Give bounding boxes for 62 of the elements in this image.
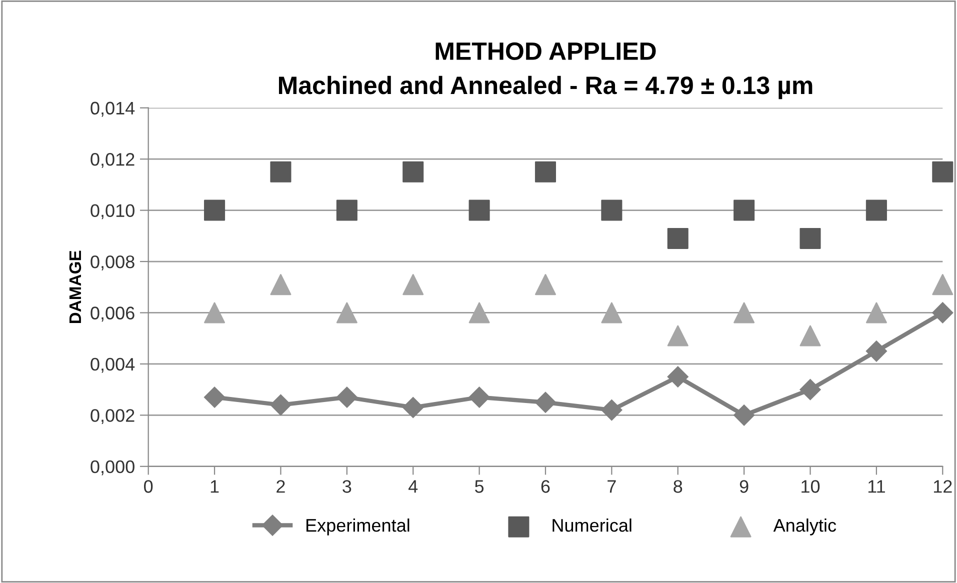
x-tick-label: 2 (276, 480, 285, 493)
point (667, 325, 688, 346)
point (601, 302, 622, 324)
point (270, 274, 292, 296)
y-tick-label: 0,000 (90, 460, 134, 476)
point (734, 404, 755, 426)
point (534, 392, 556, 413)
point (667, 228, 688, 249)
point (734, 302, 755, 324)
point (734, 200, 755, 221)
legend-label: Analytic (773, 518, 836, 536)
x-tick-label: 4 (408, 480, 418, 493)
x-tick-label: 12 (934, 480, 952, 493)
x-tick-label: 0 (144, 480, 153, 493)
point (336, 386, 358, 408)
point (204, 200, 226, 221)
point (402, 274, 424, 296)
point (534, 161, 556, 182)
y-tick-label: 0,008 (90, 255, 134, 270)
point (336, 200, 358, 221)
point (270, 394, 292, 416)
point (468, 302, 490, 324)
point (800, 325, 821, 346)
y-tick-label: 0,010 (90, 204, 134, 220)
point (402, 161, 424, 182)
x-tick-label: 3 (342, 480, 352, 493)
x-tick-label: 8 (674, 480, 682, 493)
legend-label: Numerical (552, 518, 632, 532)
legend-label: Experimental (306, 518, 410, 536)
y-tick-label: 0,014 (90, 102, 135, 117)
point (866, 200, 887, 221)
point (336, 302, 358, 324)
point (534, 274, 556, 296)
y-tick-label: 0,006 (90, 306, 134, 322)
point (800, 379, 821, 400)
x-tick-label: 10 (802, 480, 820, 493)
point (932, 274, 954, 296)
y-tick-label: 0,002 (90, 409, 134, 424)
point (601, 400, 622, 421)
point (204, 386, 226, 408)
point (601, 200, 622, 221)
point (866, 302, 887, 324)
point (932, 161, 954, 182)
y-axis-title: DAMAGE (69, 250, 82, 324)
point (270, 161, 292, 182)
point (204, 302, 226, 324)
point (800, 228, 821, 249)
point (932, 302, 954, 324)
point (866, 340, 887, 362)
y-tick-label: 0,012 (90, 153, 134, 168)
x-tick-label: 5 (475, 480, 484, 493)
x-tick-label: 7 (608, 480, 616, 493)
chart-title: METHOD APPLIED Machined and Annealed - Ra = 4.79 ± 0.13 µm (278, 42, 812, 100)
point (402, 396, 424, 418)
point (468, 200, 490, 221)
x-tick-label: 1 (210, 480, 219, 493)
x-tick-label: 9 (740, 480, 748, 493)
x-tick-label: 11 (868, 480, 885, 493)
x-tick-label: 6 (541, 480, 550, 493)
y-tick-label: 0,004 (90, 358, 135, 373)
point (468, 386, 490, 408)
point (667, 366, 688, 388)
